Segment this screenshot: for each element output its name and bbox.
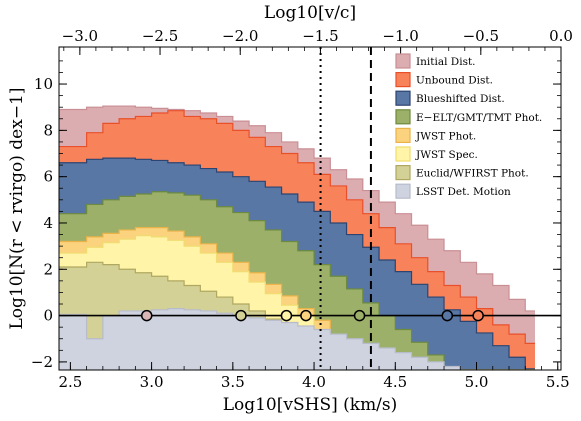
x-axis-title: Log10[vSHS] (km/s) [223,395,398,415]
top-tick-label: −2.0 [222,27,258,45]
top-axis-title: Log10[v/c] [264,3,356,23]
marker-4 [353,309,366,322]
legend-swatch-1 [395,71,411,88]
plot-frame [58,46,562,371]
legend-swatch-2 [395,90,411,106]
legend: Initial Dist. Unbound Dist. Blueshifted Di… [395,53,542,199]
top-tick-label: −0.5 [463,27,499,45]
legend-label-4: JWST Phot. [415,130,476,142]
series-edge-6 [59,261,536,370]
y-tick-label: 6 [43,168,53,186]
legend-label-1: Unbound Dist. [416,75,493,87]
legend-swatch-3 [395,109,411,125]
series-edge-0 [59,105,536,312]
y-tick-label: −2 [31,353,53,371]
x-tick-label: 5.0 [465,373,489,391]
x-tick-label: 4.0 [302,373,326,391]
legend-label-0: Initial Dist. [416,56,476,68]
y-tick-label: 0 [43,307,53,325]
top-tick-label: −1.5 [302,27,338,45]
y-axis-title: Log10[N(r < rvirgo) dex−1] [7,87,27,329]
y-tick-label: 2 [43,260,53,278]
legend-label-5: JWST Spec. [415,149,478,161]
legend-swatch-4 [395,127,411,143]
top-tick-label: −2.5 [142,27,178,45]
legend-swatch-7 [395,183,411,199]
marker-2 [280,309,293,322]
marker-3 [300,309,312,322]
x-tick-label: 5.5 [546,373,570,391]
legend-label-7: LSST Det. Motion [416,186,511,198]
y-tick-label: 10 [34,75,53,93]
legend-swatch-6 [395,165,411,181]
marker-1 [235,309,247,322]
series-edge-7 [59,308,536,370]
legend-swatch-5 [395,146,411,162]
top-tick-label: 0.0 [549,27,573,45]
legend-label-6: Euclid/WFIRST Phot. [416,168,529,180]
series-edge-1 [59,110,536,344]
series-edge-4 [59,227,536,370]
threshold-markers [140,309,484,322]
axis-ticks: 2.5 3.0 3.5 4.0 4.5 5.0 5.5 −2 0 2 4 6 8 10 −3.0 −2.5 −2… [31,27,573,391]
series-edge-3 [59,191,536,370]
series-edge-2 [59,157,536,370]
y-tick-label: 4 [43,214,53,232]
marker-5 [441,309,454,322]
x-tick-label: 4.5 [383,373,407,391]
marker-6 [472,309,484,322]
series-edge-5 [59,235,536,370]
x-tick-label: 2.5 [58,373,82,391]
legend-swatch-0 [395,53,411,69]
top-tick-label: −1.0 [382,27,418,45]
legend-label-3: E−ELT/GMT/TMT Phot. [416,112,542,124]
series-area-7 [59,308,536,370]
top-tick-label: −3.0 [62,27,98,45]
x-tick-label: 3.5 [221,373,245,391]
y-tick-label: 8 [43,121,53,139]
series-areas [59,105,536,370]
x-tick-label: 3.0 [140,373,164,391]
legend-label-2: Blueshifted Dist. [416,93,505,105]
marker-0 [140,309,153,322]
